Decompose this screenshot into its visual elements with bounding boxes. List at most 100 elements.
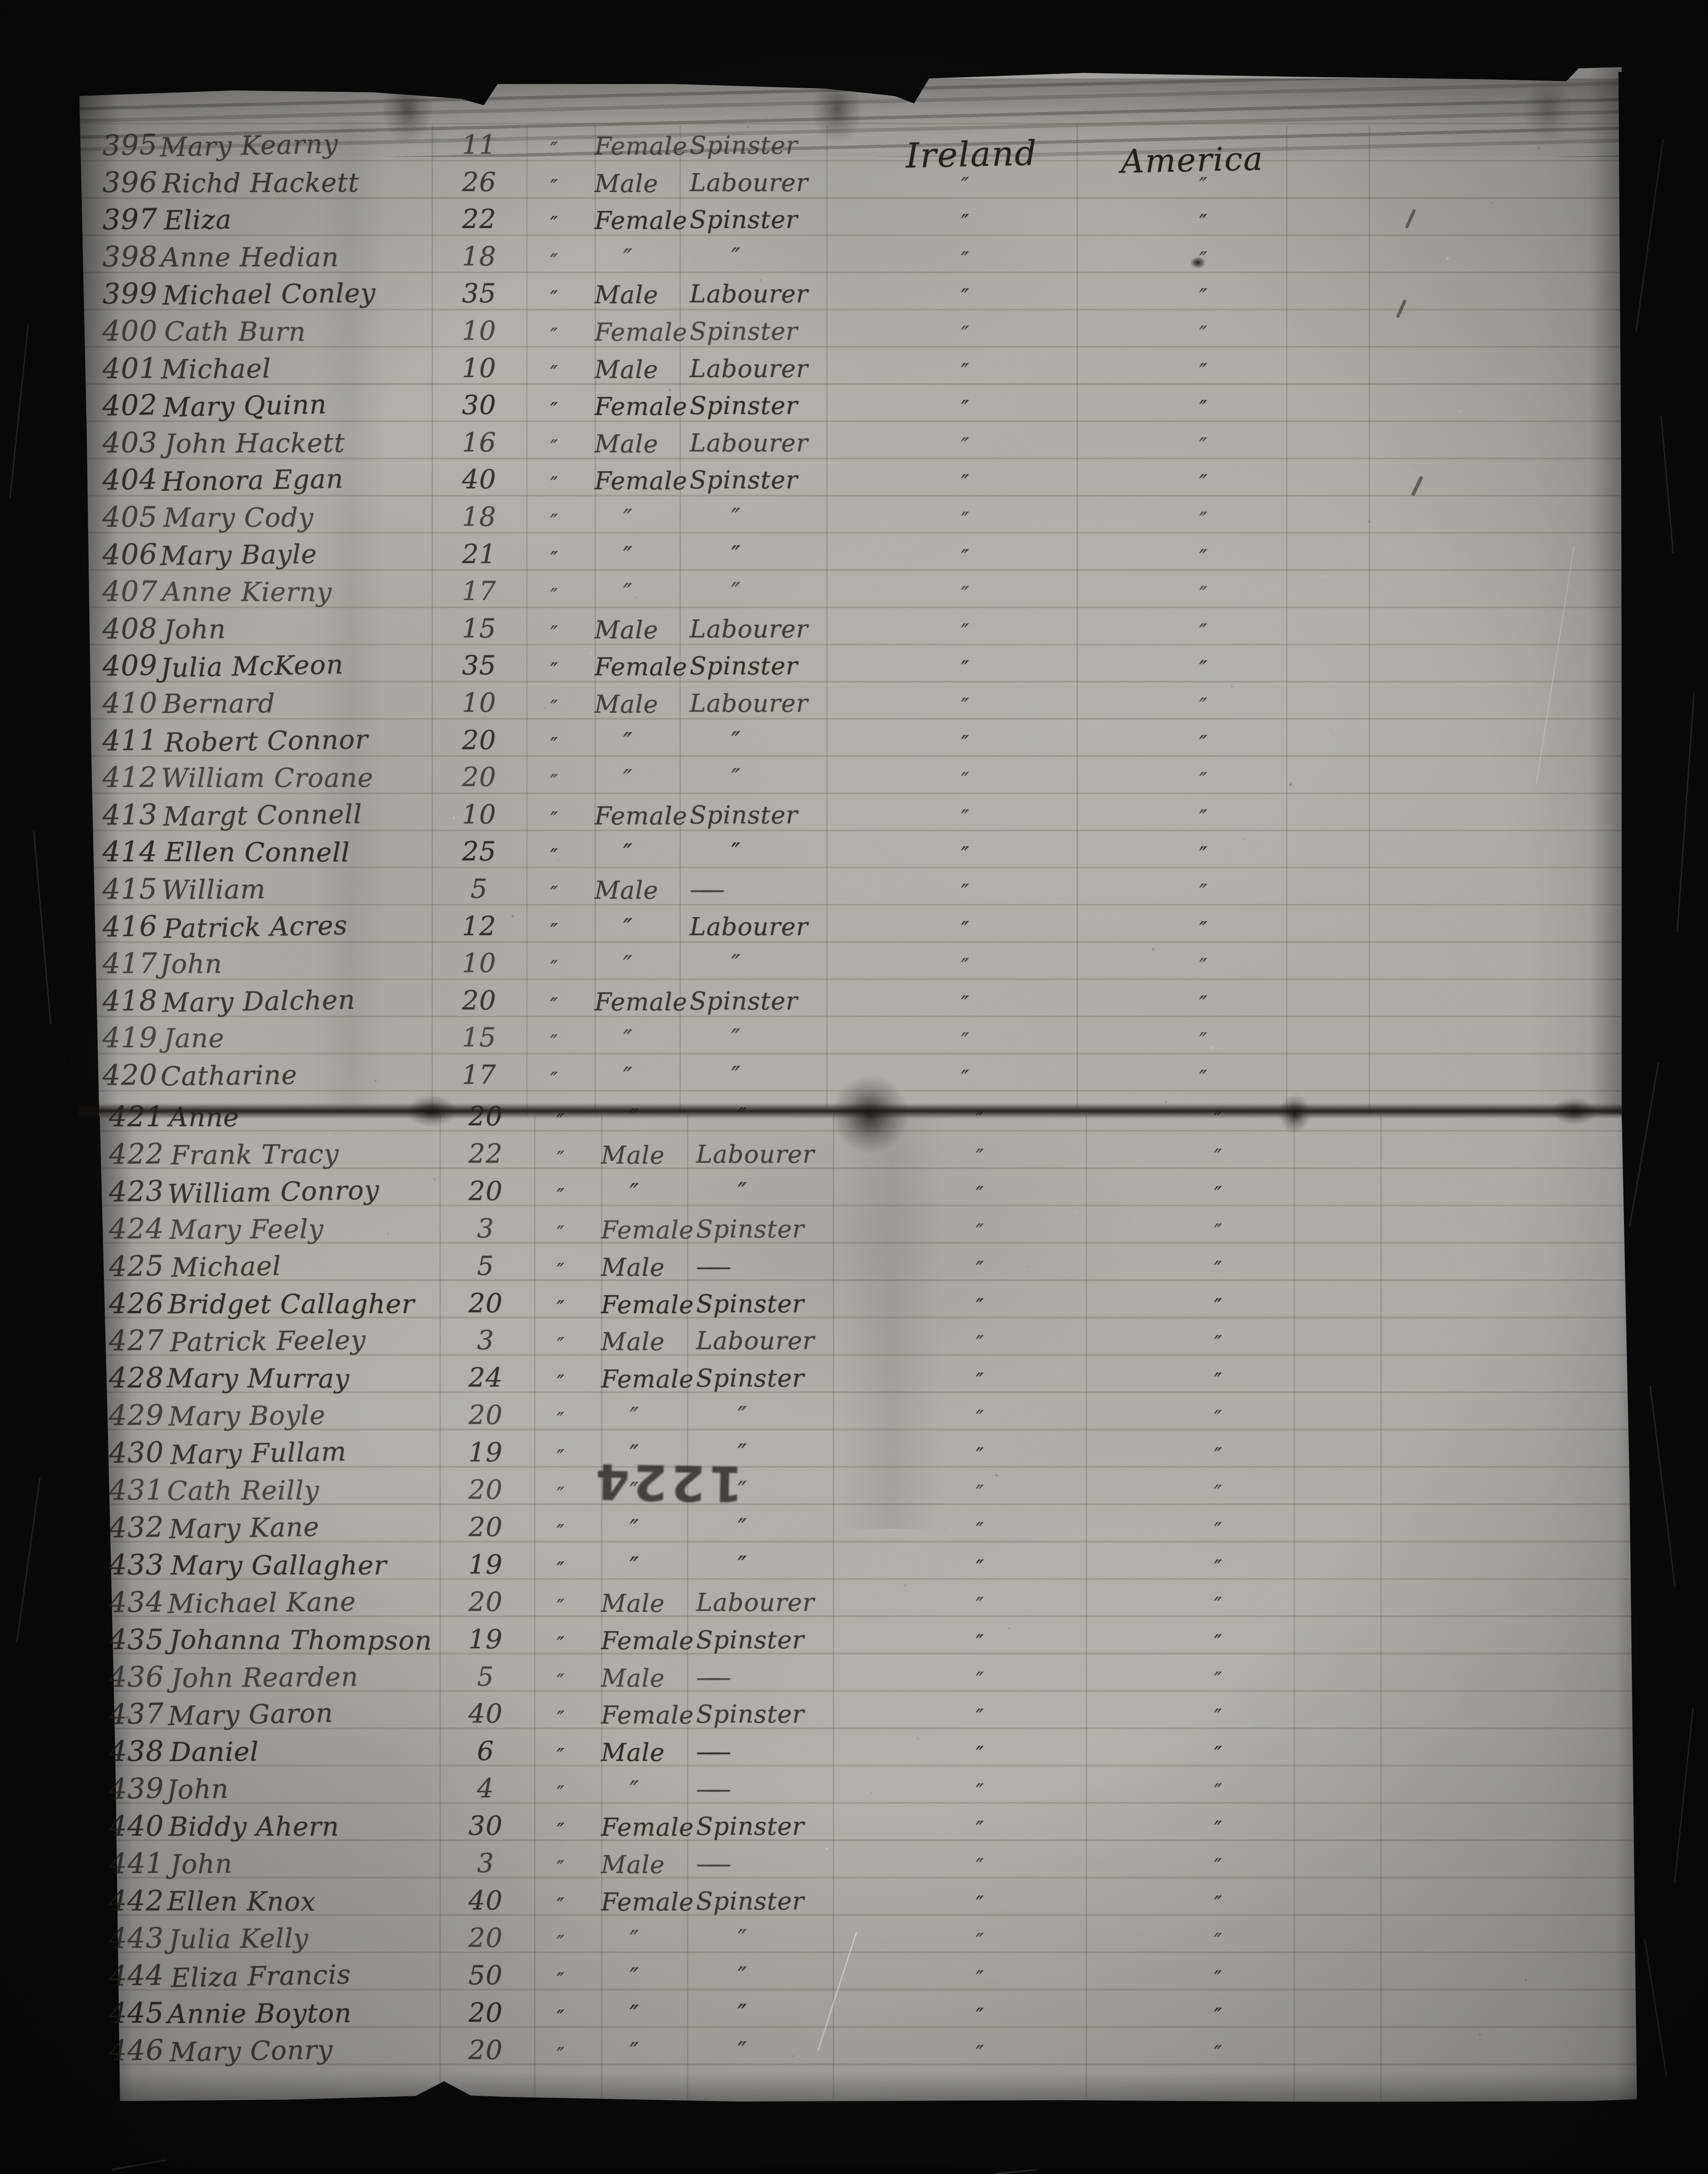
cell-no: 397 [102,203,158,237]
cell-origin: ″ [961,210,969,235]
cell-age: 22 [468,1138,503,1169]
cell-destination: ″ [1199,619,1207,644]
cell-origin: ″ [961,507,969,532]
cell-months: ″ [557,2043,565,2067]
cell-months: ″ [557,1893,565,1917]
cell-sex: Female [601,1888,694,1916]
cell-months: ″ [550,845,558,869]
cell-age: 3 [477,1325,494,1356]
cell-name: Mary Kane [168,1512,320,1545]
cell-origin: ″ [976,1443,984,1468]
cell-months: ″ [550,473,558,497]
cell-origin: ″ [976,1181,984,1207]
cell-age: 15 [462,613,497,644]
cell-occupation: ″ [738,1103,747,1131]
cell-months: ″ [557,1856,565,1880]
cell-no: 435 [108,1623,164,1656]
cell-name: John [170,1849,233,1880]
cell-name: Annie Boyton [167,1998,352,2030]
cell-no: 403 [102,426,158,460]
cell-no: 406 [102,537,158,571]
cell-occupation: Labourer [696,1327,815,1356]
cell-occupation: Spinster [690,206,798,234]
crease-blot [831,1075,909,1154]
cell-months: ″ [557,1259,565,1283]
cell-occupation: ″ [731,504,740,532]
cell-destination: ″ [1214,1928,1222,1953]
cell-months: ″ [550,324,558,348]
cell-no: 407 [102,575,158,608]
cell-destination: ″ [1199,1028,1207,1053]
cell-destination: ″ [1199,730,1207,756]
cell-age: 20 [468,1512,503,1543]
cell-destination: ″ [1214,1779,1222,1804]
cell-sex: Female [595,988,688,1016]
cell-months: ″ [557,1333,565,1357]
cell-origin: ″ [961,693,969,718]
cell-destination: ″ [1214,1443,1222,1468]
cell-origin: ″ [961,396,969,421]
cell-destination: ″ [1199,172,1207,198]
cell-months: ″ [557,1184,565,1208]
cell-name: Johanna Thompson [169,1624,433,1656]
film-scratch [9,323,29,498]
cell-no: 412 [102,761,158,794]
cell-sex: ″ [630,1776,639,1805]
cell-destination: ″ [1214,1256,1222,1281]
cell-months: ″ [550,621,558,645]
cell-origin: ″ [976,1629,984,1655]
cell-destination: ″ [1214,1667,1222,1692]
cell-sex: ″ [630,1514,639,1543]
cell-destination: ″ [1199,544,1207,570]
cell-months: ″ [557,1296,565,1320]
cell-origin: ″ [961,954,969,979]
dust-speck [838,2000,841,2003]
cell-age: 4 [477,1773,494,1804]
dust-speck [1538,147,1540,150]
cell-no: 423 [108,1174,165,1208]
cell-name: William Conroy [167,1175,380,1210]
dust-speck [374,1080,377,1082]
paper-crease [1522,75,1573,144]
cell-destination: ″ [1214,1629,1222,1655]
cell-destination: ″ [1199,358,1207,384]
column-rule [1286,126,1287,1116]
cell-sex: Female [601,1701,694,1730]
cell-origin: ″ [961,619,969,644]
cell-months: ″ [557,1408,565,1432]
cell-age: 20 [462,725,497,756]
cell-destination: ″ [1214,2040,1222,2066]
cell-sex: ″ [630,1104,639,1132]
right-edge-shadow [1589,66,1622,1116]
column-rule [1369,126,1370,1116]
cell-age: 20 [462,985,497,1016]
cell-no: 425 [108,1249,165,1283]
cell-months: ″ [557,2006,565,2030]
cell-months: ″ [550,138,558,162]
cell-occupation: Spinster [696,1364,805,1393]
cell-origin: ″ [976,1405,984,1431]
cell-name: John [166,1774,229,1806]
cell-occupation: —— [696,1663,731,1692]
cell-occupation: Labourer [690,690,808,718]
cell-origin: ″ [961,656,969,681]
cell-no: 414 [102,835,158,869]
cell-sex: Male [595,691,659,719]
cell-no: 438 [108,1735,164,1768]
cell-months: ″ [550,510,558,534]
film-scratch [1629,1063,1660,1227]
cell-months: ″ [550,956,558,980]
cell-occupation: Spinster [696,1215,805,1243]
bottom-edge-shadow [100,2072,1637,2102]
cell-sex: Male [601,1851,665,1879]
dust-speck [1231,685,1233,687]
cell-sex: Male [595,281,659,310]
cell-months: ″ [557,1110,565,1133]
cell-no: 421 [108,1100,164,1134]
cell-occupation: ″ [738,1513,747,1542]
cell-origin: ″ [976,1107,984,1132]
cell-origin: ″ [961,879,969,904]
cell-months: ″ [550,1068,558,1092]
cell-months: ″ [550,212,558,236]
